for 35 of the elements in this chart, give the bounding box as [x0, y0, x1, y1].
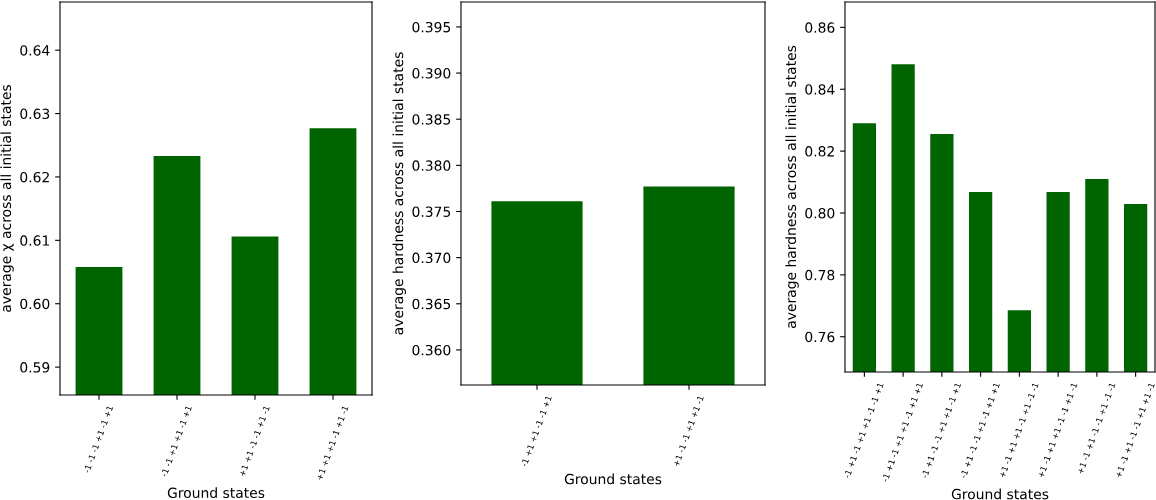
x-axis-title: Ground states: [167, 487, 265, 499]
y-tick-label: 0.78: [805, 269, 835, 281]
y-tick-label: 0.380: [412, 160, 451, 171]
y-tick-label: 0.60: [20, 298, 50, 310]
y-axis-title: average χ across all initial states: [0, 85, 14, 312]
y-tick-label: 0.63: [20, 108, 50, 120]
y-tick-label: 0.385: [412, 114, 451, 125]
y-tick-label: 0.61: [20, 235, 49, 246]
x-tick-label: +1 -1 +1 -1 -1 +1 -1 -1: [1077, 382, 1116, 475]
x-tick-label: +1 +1 -1 -1 +1 -1: [238, 405, 270, 477]
y-tick-label: 0.86: [805, 22, 835, 33]
x-tick-label: -1 -1 +1 +1 -1 +1: [160, 405, 192, 477]
y-tick-label: 0.76: [805, 331, 835, 343]
y-tick-label: 0.84: [805, 84, 835, 95]
x-tick-label: +1 +1 +1 -1 +1 -1: [316, 405, 349, 481]
y-axis-title: average hardness across all initial states: [392, 52, 406, 335]
y-tick-label: 0.360: [412, 344, 451, 356]
y-tick-label: 0.370: [412, 252, 451, 264]
x-tick-label: +1 -1 +1 -1 -1 +1 +1 -1: [1115, 382, 1155, 478]
y-tick-label: 0.80: [805, 207, 835, 219]
y-tick-label: 0.395: [412, 21, 451, 33]
y-axis-title: average hardness across all initial states: [785, 45, 799, 329]
y-tick-label: 0.62: [20, 171, 49, 183]
y-tick-label: 0.64: [20, 45, 50, 56]
x-tick-label: -1 +1 +1 -1 -1 +1: [520, 395, 552, 467]
y-tick-label: 0.390: [412, 68, 451, 79]
y-tick-label: 0.59: [20, 362, 50, 373]
y-tick-label: 0.82: [805, 146, 834, 157]
x-axis-title: Ground states: [564, 473, 662, 485]
x-tick-label: -1 +1 -1 +1 +1 -1 -1 +1: [843, 382, 884, 479]
x-axis-title: Ground states: [951, 488, 1049, 500]
y-tick-label: 0.375: [412, 206, 451, 217]
x-tick-label: +1 -1 -1 +1 +1 -1: [672, 395, 704, 467]
x-tick-label: -1 -1 -1 +1 -1 +1: [83, 405, 114, 474]
y-tick-label: 0.365: [412, 298, 451, 310]
